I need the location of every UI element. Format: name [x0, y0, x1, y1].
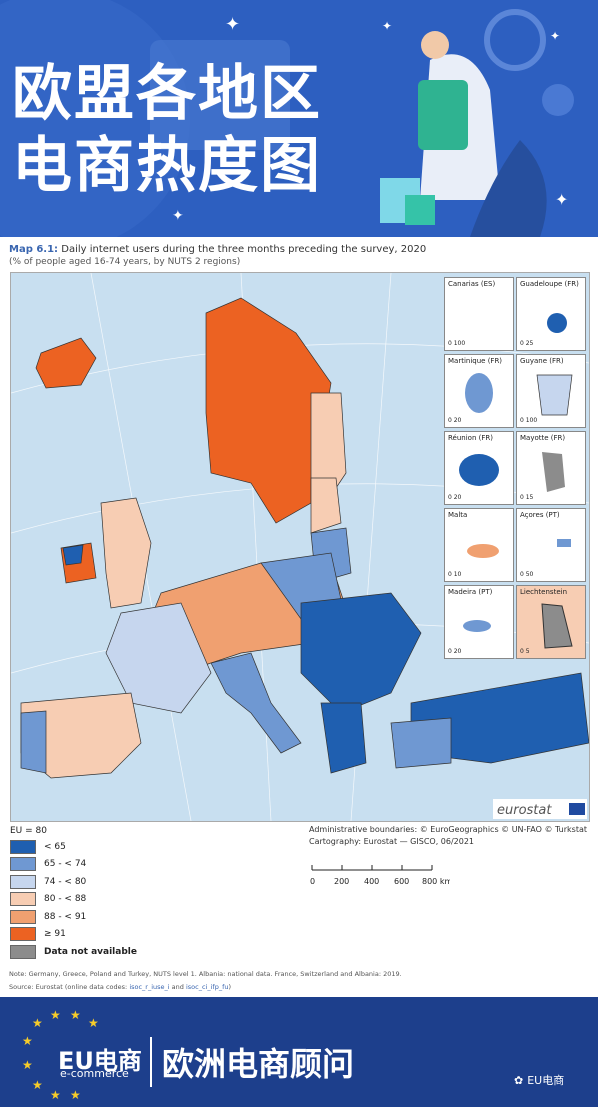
svg-text:✦: ✦ [555, 190, 568, 209]
scale-bar: 0 200 400 600 800 km [310, 860, 450, 892]
svg-text:★: ★ [22, 1058, 33, 1072]
choropleth-map: eurostat Canarias (ES) 0 100 Guadeloupe (… [10, 272, 590, 822]
svg-text:★: ★ [50, 1008, 61, 1022]
source-link-1[interactable]: isoc_r_iuse_i [129, 983, 169, 991]
svg-text:800 km: 800 km [422, 877, 450, 886]
map-title: Map 6.1: Daily internet users during the… [9, 244, 426, 255]
footer-banner: ★ ★ ★ ★ ★ ★ ★ ★ ★ EU电商 e-commerce 欧洲电商顾问 ✿ EU电商 [0, 997, 598, 1107]
eurostat-logo: eurostat [497, 803, 552, 818]
footer-name: 欧洲电商顾问 [162, 1039, 354, 1085]
svg-text:★: ★ [32, 1078, 43, 1092]
svg-text:✦: ✦ [382, 19, 392, 33]
wechat-account: ✿ EU电商 [514, 1072, 564, 1088]
inset-reunion: Réunion (FR) 0 20 [444, 431, 514, 505]
legend-item: 88 - < 91 [10, 908, 137, 926]
banner-title-line1: 欧盟各地区 [12, 58, 322, 130]
legend-item: 80 - < 88 [10, 891, 137, 909]
svg-text:✦: ✦ [172, 208, 184, 224]
inset-madeira: Madeira (PT) 0 20 [444, 585, 514, 659]
svg-text:400: 400 [364, 877, 379, 886]
legend-item: Data not available [10, 943, 137, 961]
svg-text:★: ★ [70, 1008, 81, 1022]
svg-text:✦: ✦ [550, 29, 560, 43]
footer-divider [150, 1037, 152, 1087]
map-credits: Administrative boundaries: © EuroGeograp… [309, 824, 587, 848]
legend-item: ≥ 91 [10, 926, 137, 944]
svg-text:0: 0 [310, 877, 315, 886]
map-subtitle: (% of people aged 16-74 years, by NUTS 2… [9, 257, 240, 267]
inset-acores: Açores (PT) 0 50 [516, 508, 586, 582]
inset-malta: Malta 0 10 [444, 508, 514, 582]
banner-title-line2: 电商热度图 [12, 130, 322, 202]
legend-heading: EU = 80 [10, 826, 137, 836]
svg-text:★: ★ [22, 1034, 33, 1048]
source-link-2[interactable]: isoc_ci_ifp_fu [186, 983, 229, 991]
inset-liechtenstein: Liechtenstein 0 5 [516, 585, 586, 659]
map-source: Source: Eurostat (online data codes: iso… [9, 983, 231, 991]
inset-guyane: Guyane (FR) 0 100 [516, 354, 586, 428]
svg-text:★: ★ [32, 1016, 43, 1030]
legend-item: 65 - < 74 [10, 856, 137, 874]
legend-item: < 65 [10, 838, 137, 856]
inset-guadeloupe: Guadeloupe (FR) 0 25 [516, 277, 586, 351]
inset-martinique: Martinique (FR) 0 20 [444, 354, 514, 428]
footer-ecommerce: e-commerce [60, 1067, 129, 1080]
map-legend: EU = 80 < 65 65 - < 74 74 - < 80 80 - < … [10, 826, 137, 961]
header-banner: ✦ ✦ ✦ ✦ ✦ 欧盟各地区 电商热度图 [0, 0, 598, 237]
svg-text:★: ★ [70, 1088, 81, 1102]
svg-text:✦: ✦ [225, 14, 240, 35]
svg-text:600: 600 [394, 877, 409, 886]
map-note: Note: Germany, Greece, Poland and Turkey… [9, 970, 402, 978]
svg-text:★: ★ [50, 1088, 61, 1102]
svg-text:200: 200 [334, 877, 349, 886]
inset-canarias: Canarias (ES) 0 100 [444, 277, 514, 351]
inset-mayotte: Mayotte (FR) 0 15 [516, 431, 586, 505]
svg-text:★: ★ [88, 1016, 99, 1030]
wechat-icon: ✿ [514, 1074, 523, 1087]
legend-item: 74 - < 80 [10, 873, 137, 891]
